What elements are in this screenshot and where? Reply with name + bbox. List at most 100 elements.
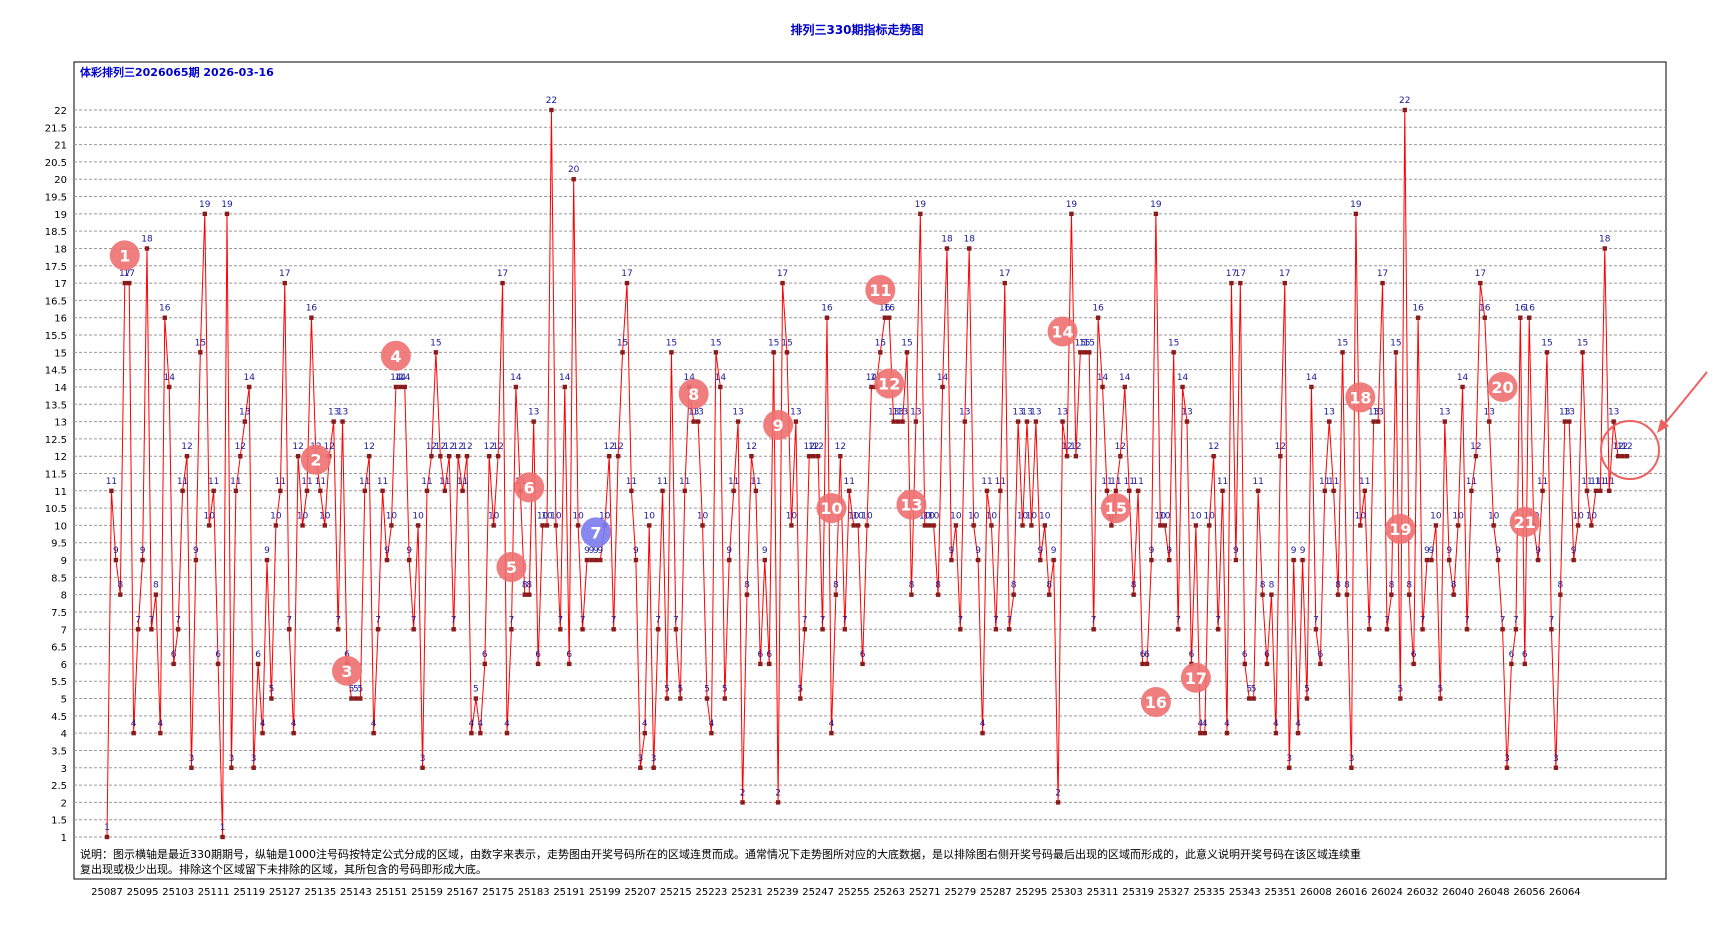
data-point: [371, 730, 376, 736]
data-point: [1393, 350, 1399, 355]
data-point: [184, 453, 190, 459]
data-label: 18: [1599, 234, 1611, 244]
data-point: [829, 730, 834, 736]
x-tick-label: 25335: [1193, 887, 1225, 898]
data-point: [704, 696, 710, 701]
data-point: [1171, 350, 1176, 355]
data-label: 7: [820, 615, 826, 625]
data-point: [807, 453, 812, 459]
data-point: [1340, 350, 1345, 355]
data-label: 11: [679, 477, 690, 487]
y-tick-label: 5: [61, 695, 67, 706]
data-point: [962, 419, 967, 424]
data-label: 13: [1181, 408, 1192, 418]
data-point: [678, 696, 683, 701]
data-label: 12: [835, 442, 846, 452]
x-tick-label: 25167: [447, 887, 479, 898]
data-label: 9: [584, 546, 590, 556]
data-point: [998, 488, 1003, 494]
data-label: 11: [106, 477, 117, 487]
annotation-number: 1: [119, 246, 130, 265]
data-point: [291, 730, 296, 736]
x-tick-label: 25279: [944, 887, 976, 898]
data-label: 7: [509, 615, 515, 625]
data-point: [1327, 419, 1332, 424]
data-point: [1415, 315, 1421, 320]
x-tick-label: 25351: [1264, 887, 1296, 898]
data-label: 19: [221, 200, 233, 210]
annotation-badge: [496, 551, 527, 582]
data-point: [931, 523, 936, 528]
data-point: [949, 557, 954, 563]
data-label: 17: [777, 269, 788, 279]
data-label: 3: [189, 754, 195, 764]
data-point: [864, 523, 870, 528]
data-point: [1420, 627, 1425, 632]
data-label: 7: [957, 615, 963, 625]
x-tick-label: 25231: [731, 887, 763, 898]
data-point: [513, 384, 519, 390]
data-point: [1233, 557, 1239, 563]
x-tick-label: 25255: [838, 887, 870, 898]
data-point: [584, 557, 590, 563]
data-point: [682, 488, 687, 494]
data-point: [1202, 730, 1207, 736]
data-label: 6: [757, 650, 763, 660]
data-label: 7: [1215, 615, 1221, 625]
data-label: 16: [159, 304, 171, 314]
data-label: 11: [1603, 477, 1614, 487]
data-label: 11: [626, 477, 637, 487]
data-label: 11: [1217, 477, 1228, 487]
data-point: [1527, 315, 1532, 320]
data-label: 7: [411, 615, 417, 625]
data-label: 10: [919, 511, 931, 521]
x-tick-label: 25183: [518, 887, 550, 898]
data-label: 17: [1377, 269, 1388, 279]
data-point: [1380, 280, 1385, 286]
annotation-number: 5: [506, 558, 517, 577]
annotation-badge: [1180, 662, 1211, 693]
data-label: 7: [286, 615, 292, 625]
data-label: 10: [297, 511, 309, 521]
annotation-number: 2: [310, 451, 321, 470]
data-point: [1055, 800, 1061, 805]
data-label: 16: [1523, 304, 1535, 314]
data-label: 10: [270, 511, 282, 521]
data-label: 8: [1389, 581, 1395, 591]
data-point: [180, 488, 185, 494]
data-label: 11: [230, 477, 241, 487]
data-point: [1407, 592, 1412, 597]
data-point: [420, 765, 425, 770]
data-label: 8: [1335, 581, 1341, 591]
data-point: [789, 523, 794, 528]
data-point: [380, 488, 385, 494]
data-point: [127, 280, 132, 286]
data-point: [1051, 557, 1056, 563]
data-label: 11: [843, 477, 854, 487]
data-label: 13: [1439, 408, 1450, 418]
data-point: [433, 350, 439, 355]
y-tick-label: 1.5: [51, 816, 67, 827]
x-tick-label: 26040: [1442, 887, 1474, 898]
data-point: [1180, 384, 1185, 390]
data-point: [1322, 488, 1327, 494]
y-tick-label: 2: [61, 798, 67, 809]
data-point: [1100, 384, 1105, 390]
data-label: 10: [572, 511, 584, 521]
data-point: [1193, 523, 1199, 528]
annotation-number: 8: [688, 385, 699, 404]
data-point: [398, 384, 403, 390]
data-point: [718, 384, 723, 390]
data-label: 11: [1328, 477, 1339, 487]
data-label: 8: [1451, 581, 1457, 591]
data-label: 5: [1251, 685, 1257, 695]
data-label: 7: [1420, 615, 1426, 625]
y-tick-label: 20.5: [45, 158, 67, 169]
data-point: [1602, 246, 1607, 251]
y-tick-label: 8: [61, 591, 67, 602]
data-label: 6: [1264, 650, 1270, 660]
y-tick-label: 6: [61, 660, 67, 671]
data-label: 16: [1412, 304, 1424, 314]
annotation-number: 21: [1514, 513, 1536, 532]
annotation-badge: [1345, 382, 1376, 413]
